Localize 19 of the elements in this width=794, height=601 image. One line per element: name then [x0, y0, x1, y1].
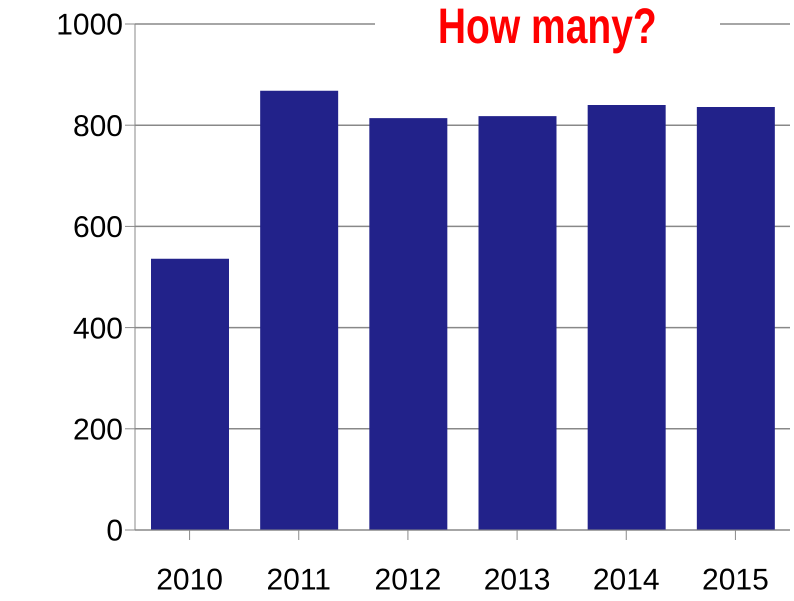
y-tick-label: 200: [72, 413, 123, 446]
x-tick-label: 2010: [156, 563, 223, 596]
x-tick-label: 2012: [374, 563, 442, 596]
bar: [151, 258, 229, 530]
x-tick-label: 2015: [702, 563, 769, 596]
y-tick-label: 0: [106, 514, 123, 548]
x-tick-label: 2013: [484, 563, 550, 596]
y-tick-label: 800: [72, 110, 123, 143]
bar: [369, 118, 448, 530]
bar: [696, 106, 775, 530]
bar: [260, 90, 338, 530]
x-tick-label: 2011: [266, 563, 332, 596]
chart-title: How many?: [438, 0, 657, 54]
bar: [588, 104, 666, 530]
bar: [478, 116, 556, 530]
x-tick-label: 2014: [592, 563, 660, 596]
y-tick-label: 600: [72, 211, 123, 244]
y-tick-label: 1000: [56, 8, 123, 42]
y-tick-label: 400: [72, 312, 123, 346]
